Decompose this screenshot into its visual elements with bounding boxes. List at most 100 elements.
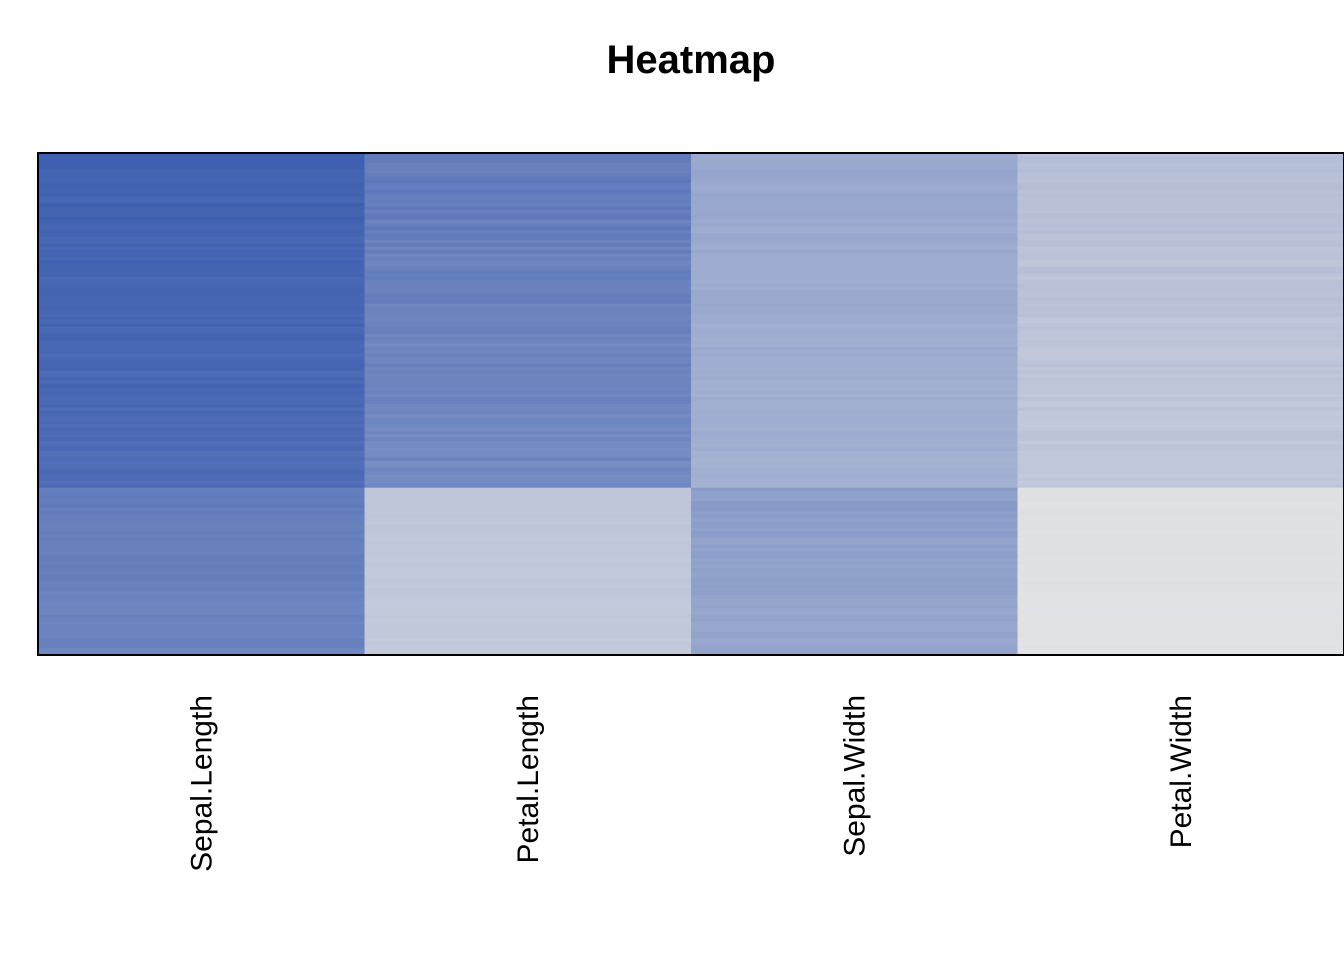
heatmap-cell [691,276,1019,281]
heatmap-cell [364,337,692,342]
heatmap-cell [691,450,1019,455]
heatmap-cell [1017,651,1344,656]
heatmap-cell [691,273,1019,278]
heatmap-cell [691,634,1019,639]
heatmap-cell [38,628,366,633]
heatmap-cell [38,176,366,181]
heatmap-cell [1017,226,1344,231]
heatmap-cell [364,414,692,418]
heatmap-cell [691,159,1019,164]
heatmap-cell [1017,256,1344,261]
heatmap-cell [1017,186,1344,191]
heatmap-cell [38,588,366,593]
heatmap-cell [1017,611,1344,616]
heatmap-cell [364,464,692,469]
heatmap-cell [1017,501,1344,505]
heatmap-cell [364,306,692,311]
heatmap-cell [691,567,1019,572]
heatmap-cell [38,474,366,479]
heatmap-cell [364,621,692,626]
heatmap-cell [364,544,692,549]
heatmap-cell [1017,454,1344,459]
heatmap-cell [364,219,692,224]
heatmap-cell [364,417,692,422]
heatmap-cell [1017,260,1344,265]
heatmap-cell [38,313,366,318]
heatmap-cell [1017,290,1344,295]
heatmap-cell [691,514,1019,519]
heatmap-cell [1017,196,1344,201]
heatmap-cell [38,357,366,362]
heatmap-cell [364,373,692,378]
heatmap-cell [691,591,1019,596]
heatmap-cell [38,501,366,505]
heatmap-cell [691,594,1019,599]
heatmap-cell [364,213,692,218]
heatmap-cell [691,323,1019,328]
heatmap-cell [38,537,366,542]
heatmap-cell [691,501,1019,505]
heatmap-cell [1017,243,1344,248]
heatmap-cell [38,524,366,529]
heatmap-cell [38,156,366,161]
heatmap-cell [691,286,1019,291]
heatmap-cell [364,517,692,522]
heatmap-cell [1017,638,1344,643]
heatmap-cell [364,176,692,181]
heatmap-cell [691,521,1019,526]
heatmap-cell [691,414,1019,418]
heatmap-cell [1017,534,1344,539]
heatmap-cell [364,440,692,445]
heatmap-cell [38,581,366,586]
heatmap-cell [1017,614,1344,619]
heatmap-cell [691,631,1019,636]
heatmap-cell [364,189,692,194]
heatmap-cell [691,390,1019,395]
heatmap-cell [38,464,366,469]
heatmap-cell [38,183,366,188]
heatmap-cell [38,437,366,442]
heatmap-cell [1017,266,1344,271]
heatmap-cell [1017,571,1344,576]
heatmap-cell [38,541,366,546]
heatmap-cell [38,611,366,616]
heatmap-cell [691,648,1019,653]
heatmap-cell [364,427,692,432]
heatmap-cell [364,209,692,214]
heatmap-cell [38,390,366,395]
heatmap-cell [691,487,1019,492]
heatmap-cell [1017,561,1344,566]
heatmap-cell [38,598,366,603]
heatmap-cell [1017,608,1344,613]
heatmap-cell [38,460,366,465]
heatmap-cell [38,551,366,556]
heatmap-cell [1017,370,1344,375]
heatmap-cell [691,233,1019,238]
heatmap-cell [38,484,366,489]
heatmap-cell [1017,300,1344,305]
heatmap-cell [1017,383,1344,388]
heatmap-cell [691,256,1019,261]
heatmap-cell [691,581,1019,586]
heatmap-cell [1017,169,1344,174]
heatmap-cell [1017,276,1344,281]
heatmap-cell [364,360,692,365]
heatmap-cell [691,564,1019,569]
heatmap-cell [691,226,1019,231]
column-label: Petal.Width [1165,695,1198,848]
heatmap-cell [38,407,366,412]
heatmap-cell [38,393,366,398]
heatmap-cell [364,581,692,586]
heatmap-cell [364,437,692,442]
heatmap-cell [38,547,366,552]
heatmap-cell [364,243,692,248]
heatmap-cell [364,179,692,184]
heatmap-cell [364,166,692,171]
heatmap-cell [38,316,366,321]
heatmap-cell [691,293,1019,298]
heatmap-cell [1017,166,1344,171]
heatmap-cell [1017,400,1344,405]
heatmap-cell [364,527,692,532]
heatmap-cell [1017,574,1344,579]
heatmap-cell [364,193,692,198]
